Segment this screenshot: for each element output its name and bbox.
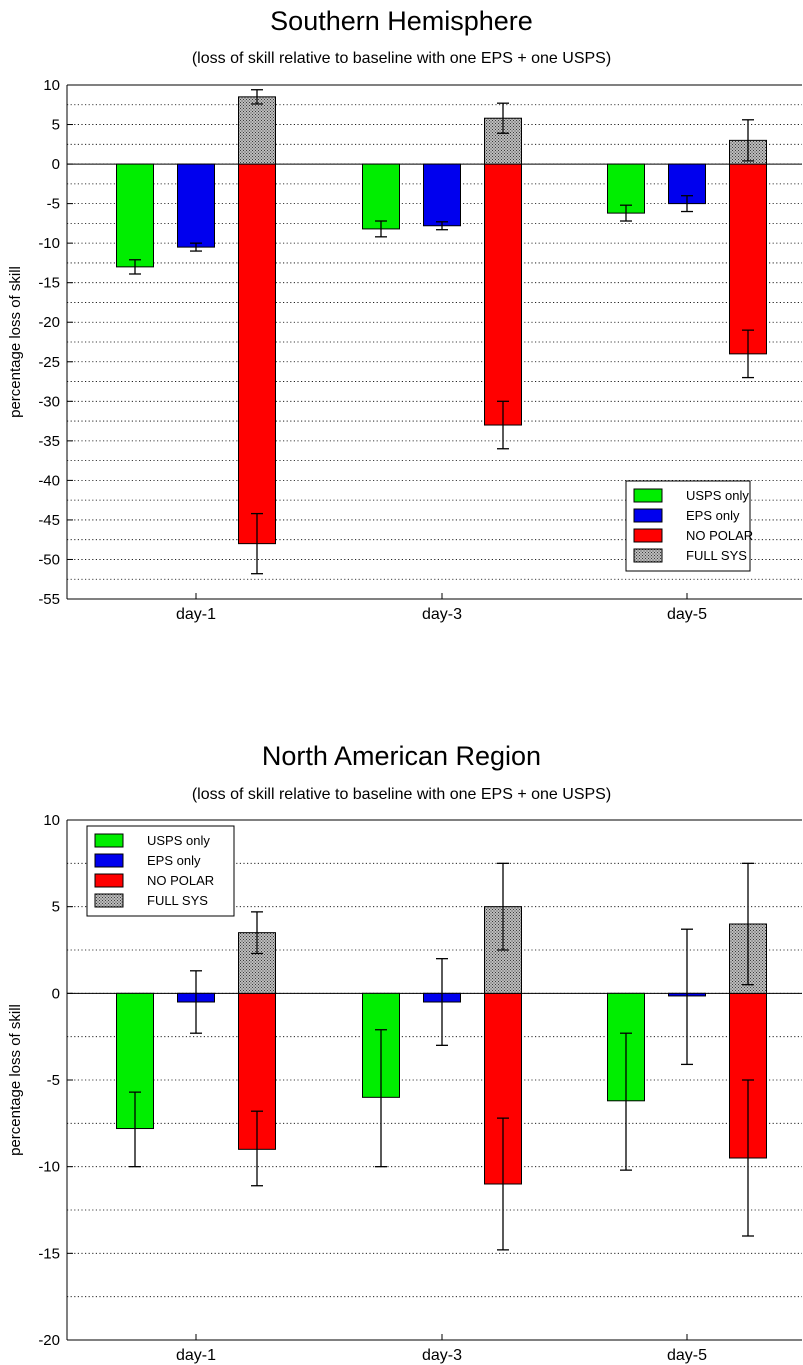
y-tick-label: -15 — [38, 1245, 60, 1262]
y-tick-label: -5 — [47, 1072, 60, 1089]
bar-usps-only — [362, 163, 400, 230]
chart-title: North American Region — [261, 741, 542, 771]
x-tick-label: day-1 — [176, 606, 216, 623]
legend-swatch — [94, 853, 124, 868]
bar-no-polar — [729, 163, 767, 355]
bar-full-sys — [729, 923, 767, 994]
bar-full-sys — [484, 117, 522, 165]
bar-usps-only — [607, 992, 645, 1102]
southern-hemisphere-panel: Southern Hemisphere (loss of skill relat… — [0, 0, 803, 640]
bar-usps-only — [116, 163, 154, 268]
bar-eps-only — [177, 163, 215, 248]
bar-full-sys — [238, 932, 276, 994]
legend-label: USPS only — [686, 488, 749, 503]
bar-no-polar — [729, 992, 767, 1159]
bar-no-polar — [484, 163, 522, 426]
y-axis-label: percentage loss of skill — [7, 266, 24, 418]
legend-label: EPS only — [686, 508, 740, 523]
y-tick-label: -55 — [38, 591, 60, 608]
y-tick-label: -30 — [38, 393, 60, 410]
x-tick-label: day-1 — [176, 1347, 216, 1364]
y-tick-label: 10 — [43, 812, 60, 829]
legend-label: FULL SYS — [686, 548, 747, 563]
legend-label: FULL SYS — [147, 893, 208, 908]
y-tick-label: -10 — [38, 1159, 60, 1176]
legend-label: NO POLAR — [147, 873, 214, 888]
bar-no-polar — [238, 163, 276, 545]
bar-no-polar — [238, 992, 276, 1150]
legend-label: USPS only — [147, 833, 210, 848]
bar-eps-only — [423, 163, 461, 227]
y-tick-label: -50 — [38, 551, 60, 568]
x-tick-label: day-5 — [667, 1347, 707, 1364]
legend-swatch — [633, 508, 663, 523]
y-tick-label: -45 — [38, 512, 60, 529]
y-tick-label: -20 — [38, 314, 60, 331]
y-tick-label: -35 — [38, 433, 60, 450]
legend-swatch — [94, 833, 124, 848]
y-tick-label: 10 — [43, 77, 60, 94]
chart-subtitle: (loss of skill relative to baseline with… — [191, 50, 612, 67]
legend-label: NO POLAR — [686, 528, 753, 543]
x-tick-label: day-3 — [422, 606, 462, 623]
legend-label: EPS only — [147, 853, 201, 868]
y-axis-label: percentage loss of skill — [7, 1004, 24, 1156]
bar-usps-only — [116, 992, 154, 1130]
chart-title: Southern Hemisphere — [270, 6, 533, 36]
bar-full-sys — [238, 96, 276, 165]
legend-box — [86, 825, 235, 917]
southern-hemisphere-chart: 10 5 0 -5 -10 -15 -20 -25 -30 -35 -40 -45 -50 -55 day-… — [7, 77, 802, 623]
y-tick-label: 5 — [52, 117, 60, 134]
y-tick-label: 0 — [52, 156, 60, 173]
bar-eps-only — [423, 992, 461, 1003]
y-tick-label: -20 — [38, 1332, 60, 1349]
chart-subtitle: (loss of skill relative to baseline with… — [191, 786, 612, 803]
legend-swatch — [94, 893, 124, 908]
y-tick-label: -25 — [38, 354, 60, 371]
y-tick-label: -5 — [47, 196, 60, 213]
y-tick-label: -15 — [38, 275, 60, 292]
x-tick-label: day-3 — [422, 1347, 462, 1364]
y-tick-label: -10 — [38, 235, 60, 252]
bar-full-sys — [484, 906, 522, 994]
bar-eps-only — [668, 992, 706, 997]
legend-swatch — [633, 528, 663, 543]
y-tick-label: 0 — [52, 985, 60, 1002]
y-tick-label: 5 — [52, 899, 60, 916]
legend-swatch — [633, 548, 663, 563]
bar-eps-only — [177, 992, 215, 1003]
legend-swatch — [633, 488, 663, 503]
bar-no-polar — [484, 992, 522, 1185]
bar-usps-only — [362, 992, 400, 1098]
x-tick-label: day-5 — [667, 606, 707, 623]
y-tick-label: -40 — [38, 472, 60, 489]
legend-swatch — [94, 873, 124, 888]
